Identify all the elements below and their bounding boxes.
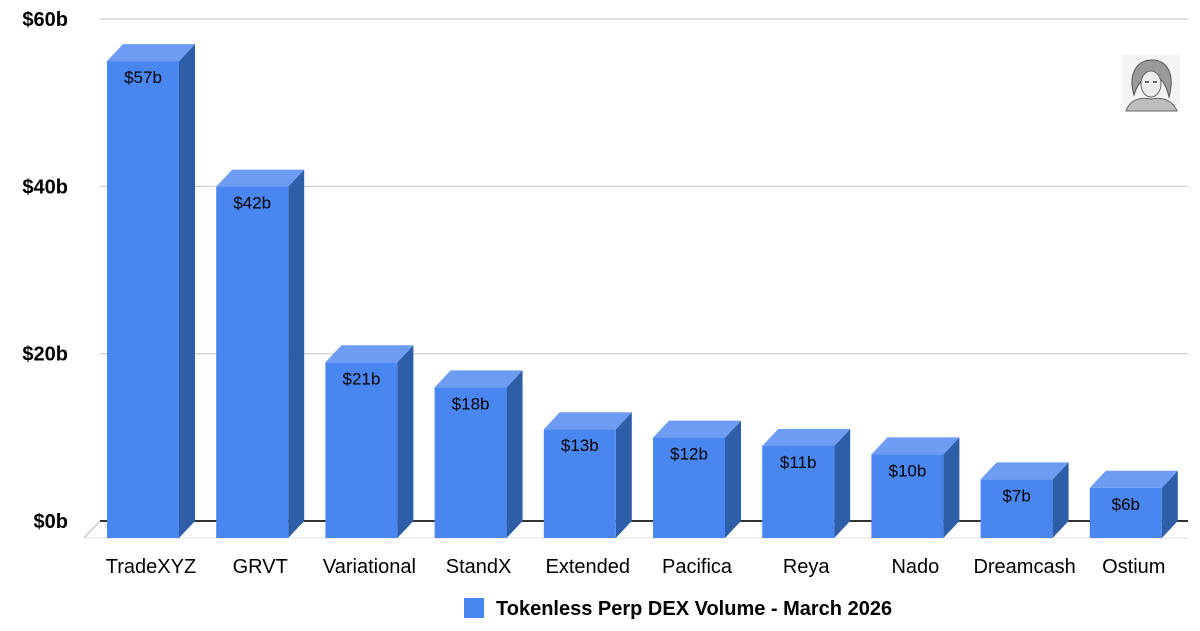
bars: $57b $42b $21b $18b $13b $12b $11b $10b $7b $6b: [107, 44, 1178, 538]
bar-front-face: [1089, 487, 1162, 538]
x-tick-label: Reya: [783, 556, 831, 578]
bar-front-face: [980, 479, 1053, 538]
bar-front-face: [216, 186, 289, 538]
bar-side-face: [288, 169, 305, 538]
y-tick-label: $20b: [22, 344, 68, 366]
x-tick-label: Ostium: [1102, 556, 1165, 578]
x-tick-label: Pacifica: [662, 556, 733, 578]
bar: $11b: [762, 428, 851, 538]
bar-side-face: [506, 370, 523, 538]
data-label: $6b: [1112, 495, 1140, 514]
bar: $7b: [980, 462, 1069, 538]
y-axis-ticks: $0b $20b $40b $60b: [22, 9, 68, 533]
x-tick-label: Nado: [891, 556, 939, 578]
floor-edge: [83, 520, 101, 539]
bar-top-face: [871, 437, 960, 455]
bar: $6b: [1089, 470, 1178, 538]
bar-top-face: [1089, 470, 1178, 488]
bar: $13b: [543, 412, 632, 538]
bar: $21b: [325, 345, 414, 538]
x-tick-label: GRVT: [233, 556, 288, 578]
bar-side-face: [1052, 462, 1069, 538]
bar-top-face: [434, 370, 523, 388]
data-label: $57b: [124, 68, 162, 87]
avatar-collar-icon: [1125, 97, 1178, 112]
bar-top-face: [653, 420, 741, 438]
bar-front-face: [762, 445, 835, 538]
x-tick-label: StandX: [446, 556, 512, 578]
legend-swatch: [464, 598, 484, 618]
bar: $57b: [107, 44, 195, 538]
bar-top-face: [543, 412, 632, 430]
data-label: $21b: [342, 369, 380, 388]
x-tick-label: Dreamcash: [973, 556, 1075, 578]
x-axis-ticks: TradeXYZ GRVT Variational StandX Extended Pac…: [106, 556, 1166, 578]
bar-top-face: [980, 462, 1069, 480]
avatar-face-icon: [1140, 70, 1162, 98]
bar-side-face: [1161, 470, 1178, 538]
y-tick-label: $0b: [34, 511, 68, 533]
data-label: $42b: [233, 194, 271, 213]
bar-top-face: [325, 345, 414, 363]
data-label: $7b: [1002, 486, 1030, 505]
bar: $12b: [653, 420, 741, 538]
x-tick-label: Variational: [323, 556, 416, 578]
bar-front-face: [871, 454, 944, 538]
bar-side-face: [725, 420, 741, 538]
y-tick-label: $60b: [22, 9, 68, 31]
bar: $10b: [871, 437, 960, 538]
bar: $18b: [434, 370, 523, 538]
y-tick-label: $40b: [22, 176, 68, 198]
legend: Tokenless Perp DEX Volume - March 2026: [464, 598, 892, 620]
bar-side-face: [943, 437, 960, 538]
bar-top-face: [762, 428, 851, 446]
bar-side-face: [834, 428, 851, 538]
data-label: $11b: [780, 453, 817, 472]
bar-front-face: [107, 61, 179, 538]
data-label: $13b: [561, 436, 599, 455]
bar-front-face: [653, 437, 725, 538]
x-tick-label: Extended: [546, 556, 631, 578]
bar-top-face: [216, 169, 305, 187]
avatar: [1122, 55, 1180, 112]
bar-side-face: [397, 345, 414, 538]
bar-front-face: [325, 362, 398, 538]
bar-side-face: [179, 44, 195, 538]
bar-side-face: [615, 412, 632, 538]
bar-front-face: [434, 387, 507, 538]
data-label: $10b: [888, 461, 926, 480]
data-label: $12b: [670, 445, 708, 464]
legend-label: Tokenless Perp DEX Volume - March 2026: [496, 598, 892, 620]
bar-top-face: [107, 44, 195, 62]
bar: $42b: [216, 169, 305, 538]
x-tick-label: TradeXYZ: [106, 556, 196, 578]
bar-front-face: [543, 429, 616, 538]
data-label: $18b: [452, 394, 490, 413]
